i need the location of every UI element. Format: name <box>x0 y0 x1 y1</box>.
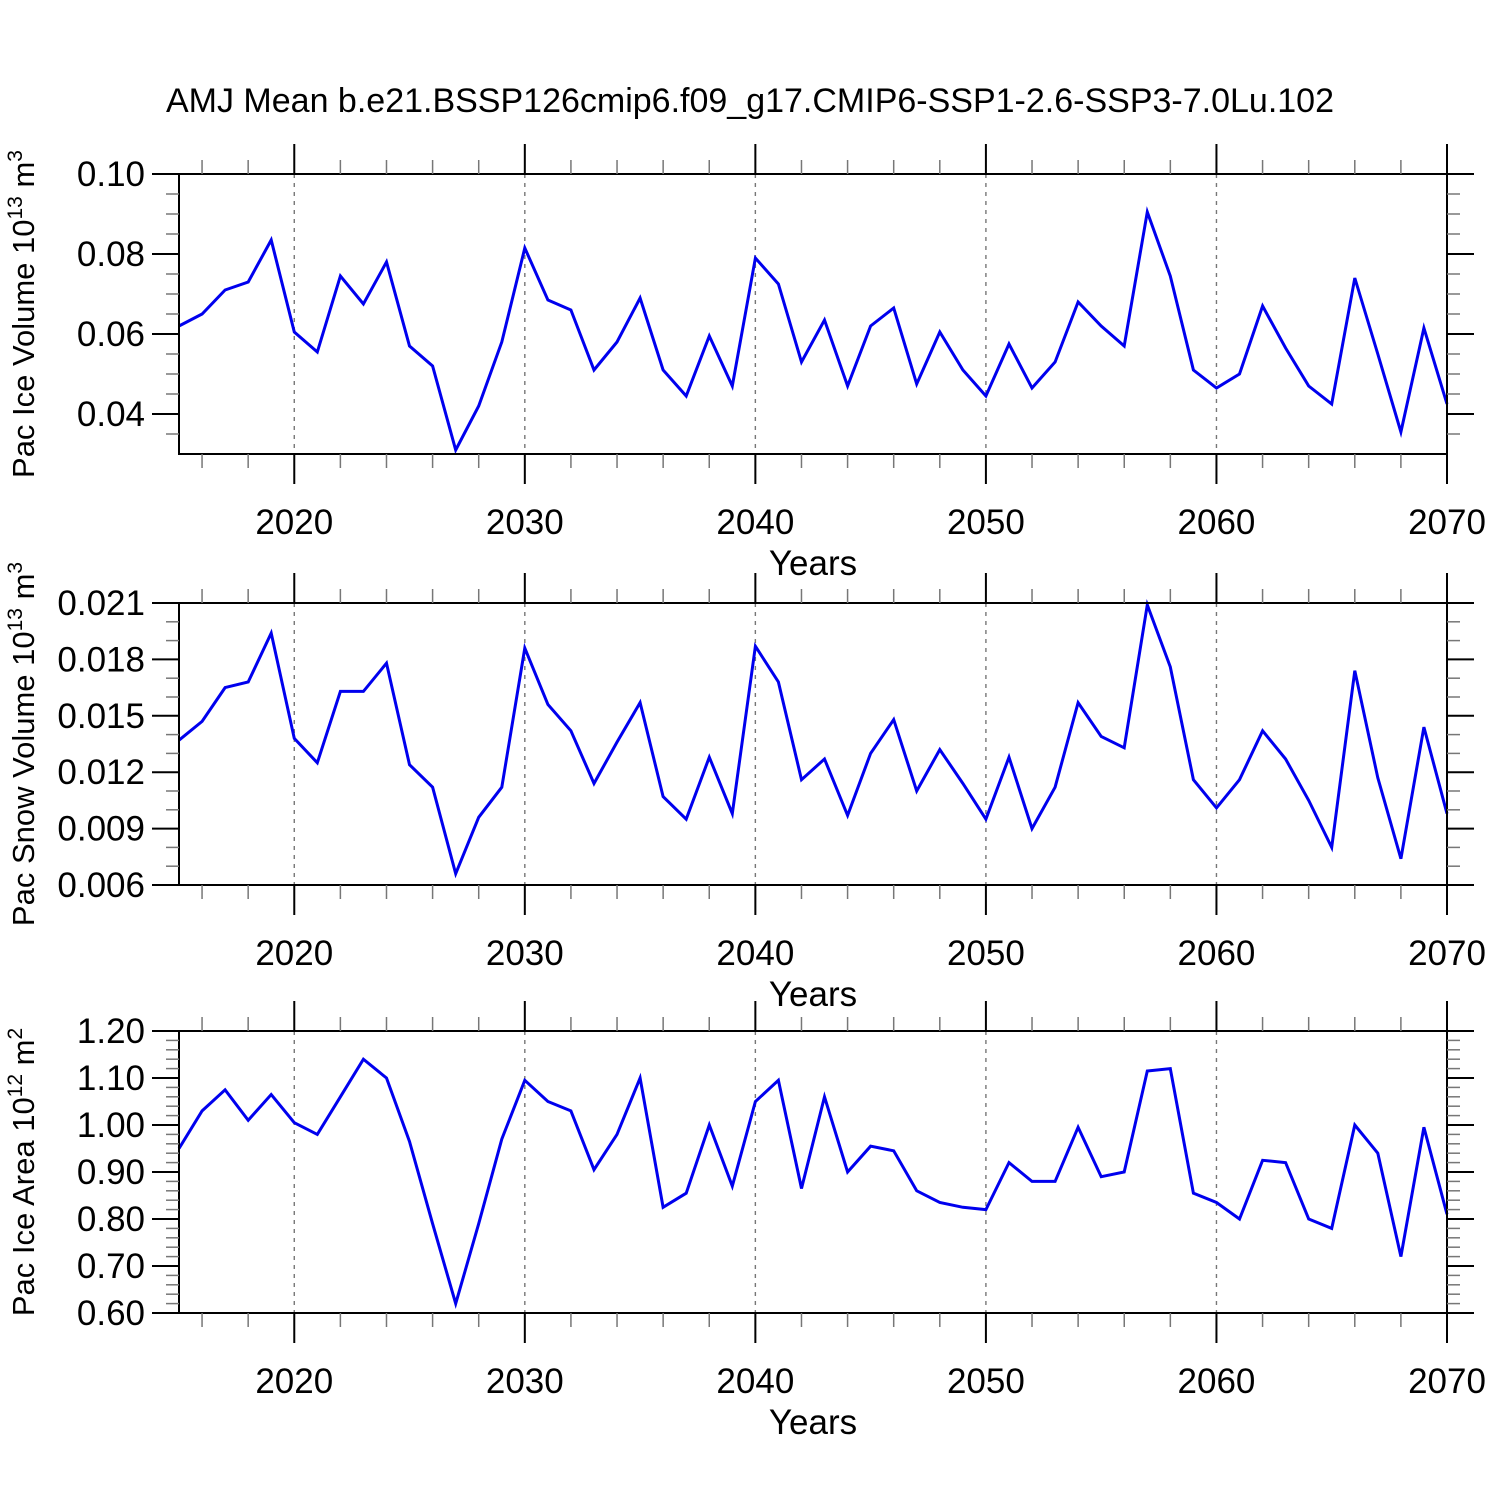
y-tick-label: 0.10 <box>77 155 145 194</box>
y-tick-label: 0.90 <box>77 1153 145 1192</box>
x-tick-label: 2060 <box>1178 1362 1256 1401</box>
y-tick-label: 1.00 <box>77 1106 145 1145</box>
x-tick-label: 2050 <box>947 1362 1025 1401</box>
y-tick-label: 0.04 <box>77 395 145 434</box>
x-tick-label: 2030 <box>486 934 564 973</box>
x-tick-label: 2040 <box>716 1362 794 1401</box>
y-tick-label: 0.70 <box>77 1247 145 1286</box>
x-axis-title: Years <box>769 544 857 583</box>
y-tick-label: 0.009 <box>57 810 145 849</box>
x-tick-label: 2020 <box>255 1362 333 1401</box>
x-tick-label: 2030 <box>486 503 564 542</box>
x-tick-label: 2070 <box>1408 1362 1486 1401</box>
data-line <box>178 599 1449 879</box>
y-tick-label: 0.08 <box>77 235 145 274</box>
y-axis-title: Pac Ice Area 1012 m2 <box>4 1028 41 1316</box>
y-axis-title: Pac Snow Volume 1013 m3 <box>4 562 41 926</box>
x-tick-label: 2050 <box>947 934 1025 973</box>
y-tick-label: 0.006 <box>57 866 145 905</box>
x-tick-label: 2060 <box>1178 934 1256 973</box>
x-tick-label: 2040 <box>716 934 794 973</box>
panel-pac-ice-area: 2020 2030 2040 2050 2060 2070 0.60 0.70 0.80 0.90… <box>4 1001 1486 1442</box>
x-tick-label: 2070 <box>1408 934 1486 973</box>
y-tick-label: 0.60 <box>77 1294 145 1333</box>
y-tick-label: 0.015 <box>57 697 145 736</box>
x-tick-label: 2020 <box>255 934 333 973</box>
data-line <box>177 1056 1449 1310</box>
y-tick-label: 0.018 <box>57 640 145 679</box>
y-tick-label: 1.10 <box>77 1059 145 1098</box>
x-tick-label: 2060 <box>1178 503 1256 542</box>
y-axis-title: Pac Ice Volume 1013 m3 <box>4 150 41 478</box>
y-tick-label: 0.021 <box>57 584 145 623</box>
x-tick-label: 2040 <box>716 503 794 542</box>
panel-pac-ice-volume: 2020 2030 2040 2050 2060 2070 0.04 0.06 0.08 0.10… <box>4 144 1486 583</box>
x-tick-label: 2020 <box>255 503 333 542</box>
data-line <box>178 206 1449 455</box>
x-tick-label: 2050 <box>947 503 1025 542</box>
y-tick-label: 0.80 <box>77 1200 145 1239</box>
x-tick-label: 2030 <box>486 1362 564 1401</box>
plot-frame <box>178 173 1448 455</box>
y-tick-label: 0.012 <box>57 753 145 792</box>
x-axis-title: Years <box>769 975 857 1014</box>
panel-pac-snow-volume: 2020 2030 2040 2050 2060 2070 0.006 0.009 0.012 0… <box>4 562 1486 1014</box>
x-axis-title: Years <box>769 1403 857 1442</box>
chart-title: AMJ Mean b.e21.BSSP126cmip6.f09_g17.CMIP… <box>165 82 1334 120</box>
x-tick-label: 2070 <box>1408 503 1486 542</box>
y-tick-label: 1.20 <box>77 1012 145 1051</box>
plot-frame <box>178 602 1448 886</box>
y-tick-label: 0.06 <box>77 315 145 354</box>
